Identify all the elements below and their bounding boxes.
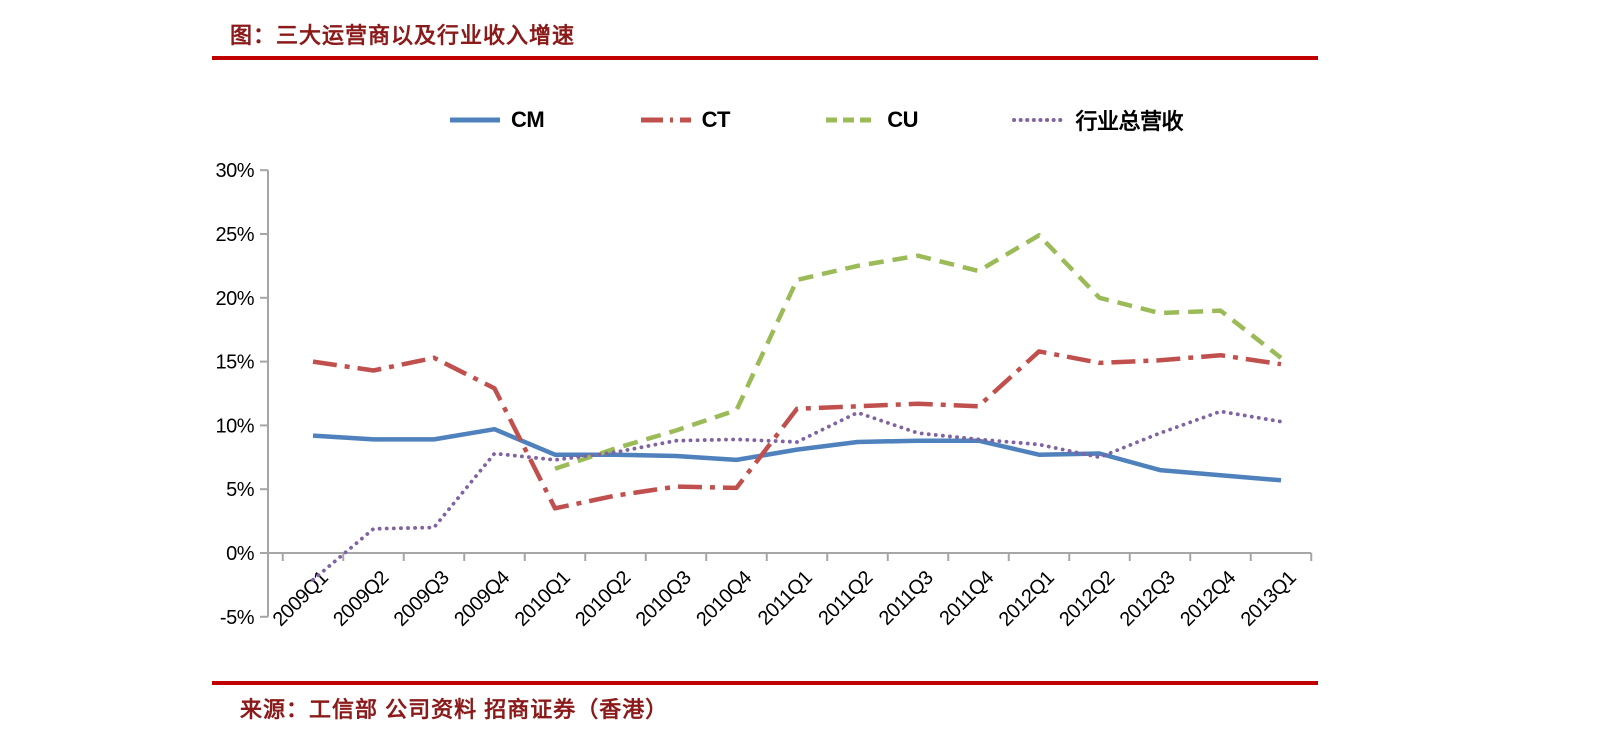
行业总营收-line: [311, 409, 1283, 582]
x-axis-label: 2009Q4: [450, 567, 514, 631]
x-axis-label: 2010Q3: [632, 567, 696, 631]
title-divider-rule: [212, 56, 1318, 60]
x-axis-label: 2012Q2: [1055, 567, 1119, 631]
CT-line: [312, 349, 1282, 511]
page-title: 图：三大运营商以及行业收入增速: [230, 23, 576, 48]
legend-item-CT: CT: [639, 107, 730, 133]
x-axis-label: 2012Q1: [995, 567, 1059, 631]
legend-label-CM: CM: [511, 107, 545, 132]
x-axis-label: 2011Q1: [754, 567, 817, 630]
legend-item-行业总营收: 行业总营收: [1012, 104, 1183, 136]
y-axis-label: 0%: [226, 543, 255, 565]
y-axis-label: 25%: [215, 224, 254, 246]
x-axis-label: 2010Q1: [511, 567, 575, 631]
source-note: 来源：工信部 公司资料 招商证券（香港）: [240, 697, 669, 722]
y-axis-label: 10%: [215, 415, 254, 437]
legend-swatch-CU: [826, 117, 877, 123]
x-axis-label: 2013Q1: [1237, 567, 1301, 631]
x-axis-label: 2011Q3: [875, 567, 938, 630]
legend-swatch-CT: [640, 117, 691, 123]
CU-line: [554, 233, 1283, 471]
x-axis-label: 2009Q1: [269, 567, 333, 631]
x-axis-label: 2011Q4: [935, 567, 998, 630]
y-axis-label: 20%: [215, 288, 254, 310]
y-axis-label: -5%: [220, 607, 255, 629]
x-axis-label: 2012Q4: [1176, 567, 1240, 631]
x-axis-label: 2010Q2: [571, 567, 635, 631]
y-axis-label: 15%: [215, 352, 254, 374]
legend-label-行业总营收: 行业总营收: [1075, 109, 1183, 134]
footer-divider-rule: [212, 681, 1318, 685]
legend-item-CU: CU: [824, 107, 919, 133]
legend-label-CT: CT: [701, 107, 731, 132]
y-axis-label: 30%: [215, 160, 254, 182]
x-axis-label: 2011Q2: [814, 567, 877, 630]
legend-label-CU: CU: [887, 107, 919, 132]
legend-item-CM: CM: [448, 107, 545, 133]
y-axis-label: 5%: [226, 479, 255, 501]
chart-legend: CM CT CU 行业总营收: [448, 104, 1183, 136]
x-axis-label: 2009Q3: [390, 567, 454, 631]
legend-swatch-行业总营收: [1012, 118, 1067, 122]
x-axis-label: 2012Q3: [1116, 567, 1180, 631]
x-axis-label: 2010Q4: [692, 567, 756, 631]
CM-line: [312, 426, 1282, 483]
x-axis-label: 2009Q2: [329, 567, 393, 631]
legend-swatch-CM: [450, 117, 500, 123]
